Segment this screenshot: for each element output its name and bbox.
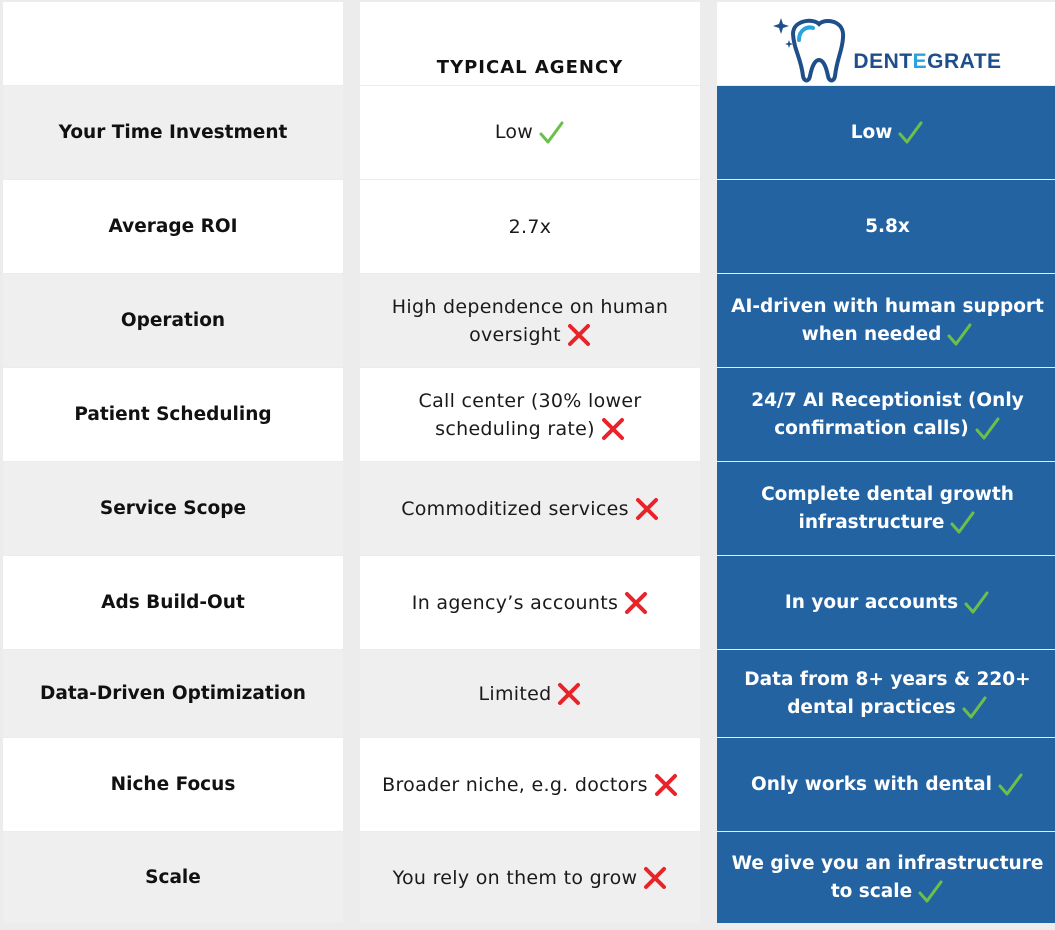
agency-cell: Limited: [360, 650, 700, 737]
row-label: Service Scope: [3, 462, 343, 555]
row-label: Patient Scheduling: [3, 368, 343, 461]
dentegrate-cell: Low: [717, 86, 1055, 179]
tooth-icon: [773, 17, 846, 82]
cross-icon: [635, 498, 658, 520]
row-label: Data-Driven Optimization: [3, 650, 343, 737]
check-icon: [898, 121, 923, 143]
dentegrate-cell: Data from 8+ years & 220+ dental practic…: [717, 650, 1055, 737]
dentegrate-cell: Only works with dental: [717, 738, 1055, 831]
agency-cell: Low: [360, 86, 700, 179]
agency-cell: Call center (30% lower scheduling rate): [360, 368, 700, 461]
agency-cell: Commoditized services: [360, 462, 700, 555]
row-label: Average ROI: [3, 180, 343, 273]
header-empty-cell: [3, 2, 343, 85]
cross-icon: [654, 774, 677, 796]
check-icon: [962, 696, 987, 718]
agency-cell: In agency’s accounts: [360, 556, 700, 649]
brand-wordmark: DENTEGRATE: [853, 49, 1002, 73]
check-icon: [539, 121, 564, 144]
agency-cell: You rely on them to grow: [360, 832, 700, 923]
agency-cell: High dependence on human oversight: [360, 274, 700, 367]
row-label: Operation: [3, 274, 343, 367]
check-icon: [947, 323, 972, 345]
row-label: Ads Build-Out: [3, 556, 343, 649]
typical-agency-title: TYPICAL AGENCY: [436, 57, 624, 78]
cross-icon: [558, 683, 581, 705]
check-icon: [950, 511, 975, 533]
cross-icon: [567, 324, 590, 346]
agency-cell: Broader niche, e.g. doctors: [360, 738, 700, 831]
header-typical-agency: TYPICAL AGENCY: [360, 2, 700, 85]
cross-icon: [625, 592, 648, 614]
dentegrate-cell: In your accounts: [717, 556, 1055, 649]
row-label: Your Time Investment: [3, 86, 343, 179]
dentegrate-cell: AI-driven with human support when needed: [717, 274, 1055, 367]
check-icon: [998, 773, 1023, 795]
dentegrate-cell: 5.8x: [717, 180, 1055, 273]
row-label: Niche Focus: [3, 738, 343, 831]
cross-icon: [644, 867, 667, 889]
cross-icon: [601, 418, 624, 440]
dentegrate-cell: We give you an infrastructure to scale: [717, 832, 1055, 923]
dentegrate-cell: Complete dental growth infrastructure: [717, 462, 1055, 555]
agency-cell: 2.7x: [360, 180, 700, 273]
check-icon: [975, 417, 1000, 439]
row-label: Scale: [3, 832, 343, 923]
dentegrate-logo: DENTEGRATE: [773, 10, 1001, 86]
check-icon: [918, 880, 943, 902]
header-brand-logo: DENTEGRATE: [717, 2, 1055, 85]
dentegrate-cell: 24/7 AI Receptionist (Only confirmation …: [717, 368, 1055, 461]
check-icon: [964, 591, 989, 613]
